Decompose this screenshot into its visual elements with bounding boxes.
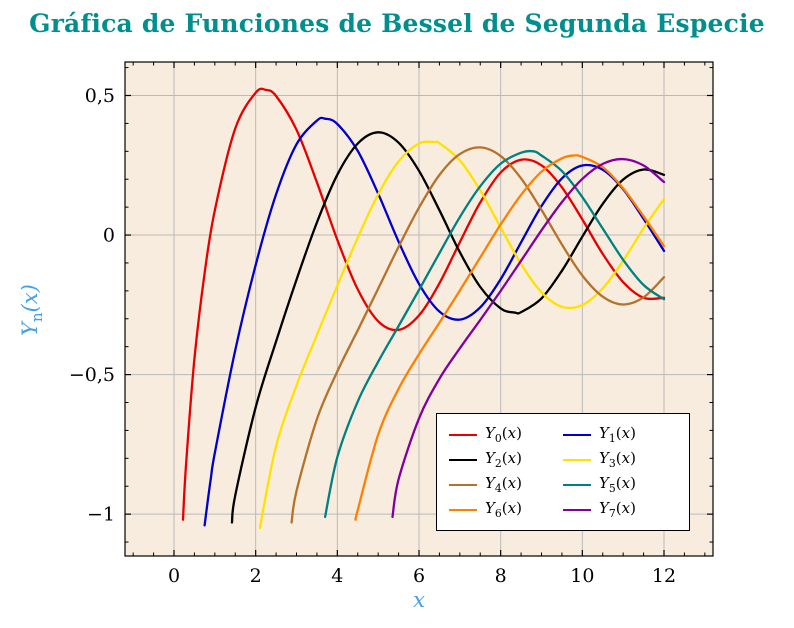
curve-group: [181, 87, 666, 530]
legend-line-swatch: [563, 433, 591, 436]
legend-line-swatch: [449, 458, 477, 461]
curve-Y4: [290, 146, 666, 524]
x-tick-label: 10: [570, 565, 594, 587]
legend-item: Y0(x): [449, 424, 563, 445]
curve-Y5: [323, 149, 666, 519]
legend-line-swatch: [563, 508, 591, 511]
chart-title: Gráfica de Funciones de Bessel de Segund…: [29, 9, 765, 38]
legend-label: Y0(x): [485, 424, 522, 445]
legend-item: Y7(x): [563, 499, 677, 520]
legend-line-swatch: [449, 433, 477, 436]
x-tick-label: 8: [495, 565, 507, 587]
legend-label: Y7(x): [599, 499, 636, 520]
x-tick-label: 4: [331, 565, 343, 587]
x-tick-label: 6: [413, 565, 425, 587]
curve-Y7: [391, 157, 666, 519]
legend-label: Y6(x): [485, 499, 522, 520]
major-ticks: [125, 62, 713, 556]
legend-label: Y2(x): [485, 449, 522, 470]
legend-item: Y6(x): [449, 499, 563, 520]
x-tick-label: 0: [168, 565, 180, 587]
legend-line-swatch: [449, 508, 477, 511]
tick-labels: 0 2 4 6 8 10 12 0,5 0 −0,5 −1: [69, 85, 676, 587]
legend-item: Y1(x): [563, 424, 677, 445]
curve-Y1: [203, 116, 666, 527]
legend-item: Y2(x): [449, 449, 563, 470]
legend-label: Y5(x): [599, 474, 636, 495]
y-tick-label: 0: [103, 225, 115, 247]
legend-item: Y4(x): [449, 474, 563, 495]
x-axis-label: x: [413, 588, 425, 612]
y-tick-label: −1: [87, 504, 115, 526]
curve-Y6: [354, 154, 666, 521]
curve-Y3: [258, 140, 666, 530]
legend-item: Y5(x): [563, 474, 677, 495]
curve-Y0: [181, 87, 666, 521]
legend-line-swatch: [449, 483, 477, 486]
x-tick-label: 2: [250, 565, 262, 587]
plot-frame: [124, 61, 714, 557]
x-tick-label: 12: [652, 565, 676, 587]
legend-label: Y1(x): [599, 424, 636, 445]
legend: Y0(x) Y1(x) Y2(x) Y3(x) Y4(x) Y5(x) Y6(x) Y7(x): [436, 413, 690, 531]
legend-label: Y3(x): [599, 449, 636, 470]
legend-line-swatch: [563, 458, 591, 461]
y-tick-label: 0,5: [85, 85, 115, 107]
legend-item: Y3(x): [563, 449, 677, 470]
y-tick-label: −0,5: [69, 364, 115, 386]
legend-line-swatch: [563, 483, 591, 486]
curve-Y2: [230, 131, 666, 524]
legend-label: Y4(x): [485, 474, 522, 495]
